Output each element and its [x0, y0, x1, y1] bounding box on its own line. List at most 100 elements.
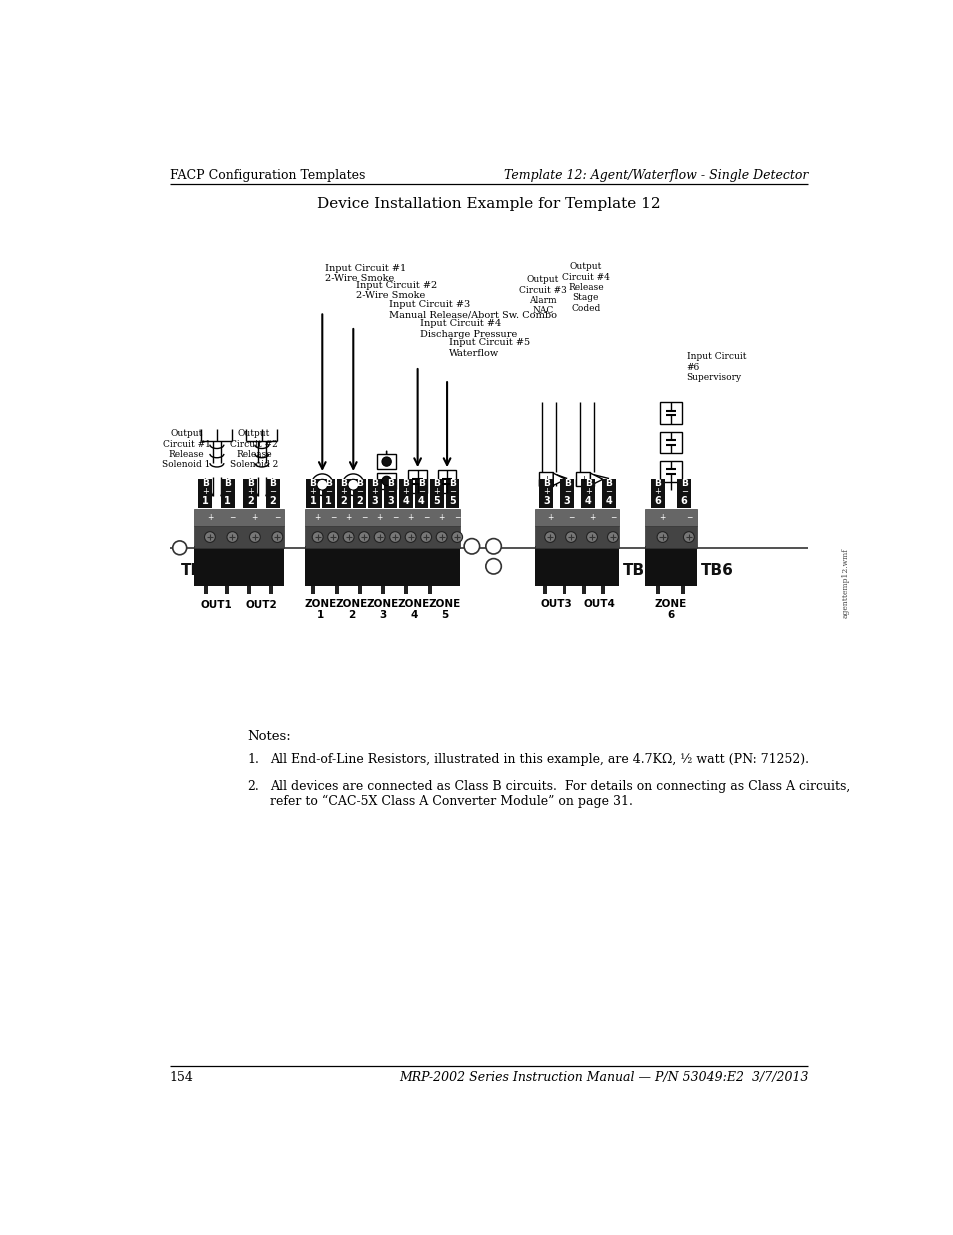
Circle shape: [682, 531, 694, 542]
Bar: [542, 587, 546, 594]
Text: 3: 3: [372, 496, 378, 506]
Text: 1: 1: [325, 496, 332, 506]
Text: ZONE
6: ZONE 6: [655, 599, 686, 620]
Circle shape: [657, 531, 667, 542]
Text: Template 12: Agent/Waterflow - Single Detector: Template 12: Agent/Waterflow - Single De…: [503, 169, 807, 182]
Text: Input Circuit #3
Manual Release/Abort Sw. Combo: Input Circuit #3 Manual Release/Abort Sw…: [389, 300, 557, 320]
Text: +: +: [654, 487, 660, 496]
Text: 1: 1: [224, 496, 231, 506]
Circle shape: [464, 538, 479, 555]
Text: All devices are connected as Class B circuits.  For details on connecting as Cla: All devices are connected as Class B cir…: [270, 779, 850, 808]
Bar: [656, 587, 659, 594]
Text: All End-of-Line Resistors, illustrated in this example, are 4.7KΩ, ½ watt (PN: 7: All End-of-Line Resistors, illustrated i…: [270, 752, 808, 766]
Bar: [305, 526, 459, 548]
Text: B: B: [433, 479, 440, 488]
Circle shape: [328, 531, 338, 542]
Bar: [404, 587, 408, 594]
Text: −: −: [274, 514, 280, 522]
Bar: [383, 478, 397, 508]
Text: −: −: [325, 487, 332, 496]
Text: TB6: TB6: [700, 563, 734, 578]
Text: +: +: [376, 514, 382, 522]
Text: Input Circuit
#6
Supervisory: Input Circuit #6 Supervisory: [686, 352, 745, 382]
Text: +: +: [309, 487, 316, 496]
Text: +: +: [340, 487, 347, 496]
Bar: [336, 478, 351, 508]
Bar: [580, 478, 595, 508]
Text: +: +: [207, 514, 213, 522]
Text: 2: 2: [247, 496, 253, 506]
Text: OUT4: OUT4: [582, 599, 615, 609]
Bar: [305, 546, 459, 587]
Bar: [194, 546, 284, 587]
Text: −: −: [563, 487, 570, 496]
Text: Device Installation Example for Template 12: Device Installation Example for Template…: [316, 198, 660, 211]
Text: −: −: [269, 487, 276, 496]
Bar: [659, 461, 681, 483]
Text: +: +: [433, 487, 440, 496]
Text: 3: 3: [387, 496, 394, 506]
Bar: [562, 587, 566, 594]
Circle shape: [342, 474, 364, 495]
Text: B: B: [563, 479, 570, 488]
Text: B: B: [654, 479, 660, 488]
Circle shape: [311, 474, 333, 495]
Text: 3: 3: [563, 496, 570, 506]
Text: −: −: [449, 487, 456, 496]
Text: B: B: [202, 479, 209, 488]
Text: B: B: [387, 479, 394, 488]
Bar: [269, 587, 273, 594]
Text: MRP-2002 Series Instruction Manual — P/N 53049:E2  3/7/2013: MRP-2002 Series Instruction Manual — P/N…: [398, 1071, 807, 1084]
Text: +: +: [402, 487, 409, 496]
Text: B: B: [584, 479, 591, 488]
Bar: [381, 587, 385, 594]
Text: TB7: TB7: [622, 563, 655, 578]
Bar: [377, 454, 395, 469]
Text: 2: 2: [269, 496, 275, 506]
Bar: [353, 478, 366, 508]
Circle shape: [381, 477, 391, 485]
Polygon shape: [590, 473, 602, 485]
Bar: [538, 478, 553, 508]
Bar: [198, 478, 212, 508]
Bar: [650, 478, 664, 508]
Polygon shape: [553, 473, 565, 485]
Text: −: −: [417, 487, 424, 496]
Bar: [357, 587, 361, 594]
Bar: [659, 431, 681, 453]
Bar: [581, 587, 585, 594]
Bar: [398, 478, 413, 508]
Text: B: B: [605, 479, 612, 488]
Text: −: −: [454, 514, 460, 522]
Text: TB4: TB4: [355, 563, 388, 578]
Text: 1: 1: [202, 496, 209, 506]
Circle shape: [172, 541, 187, 555]
Text: −: −: [422, 514, 429, 522]
Text: 5: 5: [434, 496, 440, 506]
Circle shape: [312, 531, 323, 542]
Text: Input Circuit #4
Discharge Pressure: Input Circuit #4 Discharge Pressure: [419, 319, 517, 338]
Text: B: B: [542, 479, 549, 488]
Text: B: B: [309, 479, 316, 488]
Text: 2: 2: [355, 496, 362, 506]
Circle shape: [381, 457, 391, 466]
Bar: [377, 473, 395, 489]
Text: B: B: [402, 479, 409, 488]
Text: −: −: [680, 487, 687, 496]
Text: B: B: [371, 479, 378, 488]
Text: B: B: [449, 479, 456, 488]
Text: 4: 4: [417, 496, 424, 506]
Text: 154: 154: [170, 1071, 193, 1084]
Circle shape: [272, 531, 282, 542]
Bar: [576, 472, 590, 487]
Text: +: +: [588, 514, 595, 522]
Bar: [306, 478, 319, 508]
Text: +: +: [371, 487, 378, 496]
Bar: [538, 472, 553, 487]
Text: +: +: [546, 514, 553, 522]
Circle shape: [436, 531, 447, 542]
Circle shape: [316, 479, 328, 490]
Text: 5: 5: [449, 496, 456, 506]
Circle shape: [348, 479, 358, 490]
Text: ZONE
3: ZONE 3: [366, 599, 398, 620]
